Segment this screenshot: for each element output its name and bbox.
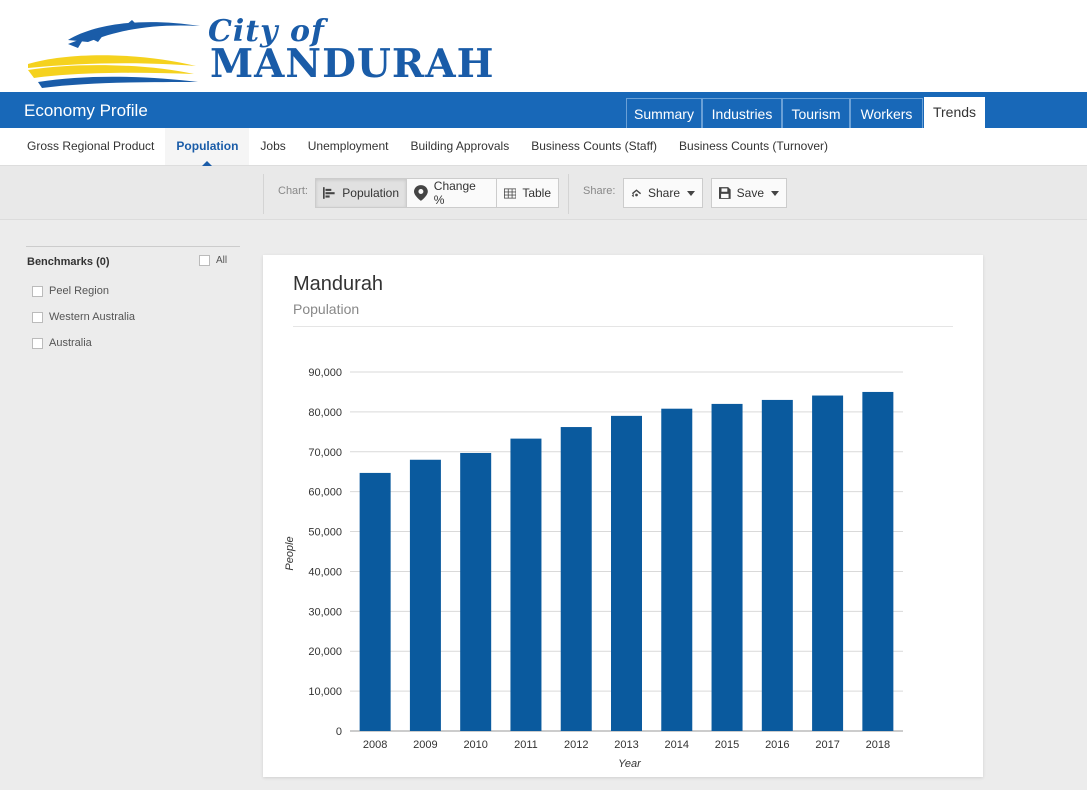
subnav-business-counts-staff[interactable]: Business Counts (Staff) [531, 139, 658, 153]
logo-city-text: City of [208, 14, 325, 49]
benchmarks-title: Benchmarks (0) [27, 256, 110, 268]
change-button-label: Change % [433, 179, 476, 207]
tab-trends[interactable]: Trends [924, 97, 985, 128]
bar-2012 [560, 427, 592, 731]
bar-chart-icon [323, 187, 335, 199]
y-tick-label: 10,000 [308, 686, 342, 698]
subnav-building-approvals[interactable]: Building Approvals [410, 139, 510, 153]
y-tick-label: 30,000 [308, 606, 342, 618]
chevron-down-icon [687, 190, 695, 196]
bar-2015 [711, 403, 743, 731]
x-tick-label: 2009 [413, 739, 437, 751]
all-label: All [216, 255, 228, 266]
share-icon [631, 189, 642, 198]
y-axis-label: People [284, 536, 296, 570]
bar-2011 [510, 438, 542, 731]
table-button[interactable]: Table [496, 178, 559, 208]
bar-2008 [359, 472, 391, 731]
chart-label: Chart: [278, 185, 308, 197]
share-button-label: Share [647, 186, 680, 200]
bar-2010 [460, 452, 492, 731]
bar-2009 [409, 459, 441, 731]
x-tick-label: 2015 [715, 739, 739, 751]
benchmark-label: Peel Region [49, 285, 109, 297]
logo-header: City of MANDURAH [0, 0, 1087, 92]
bar-2018 [862, 391, 894, 731]
x-tick-label: 2014 [665, 739, 689, 751]
y-tick-label: 40,000 [308, 566, 342, 578]
chart-title: Mandurah [293, 273, 384, 295]
x-tick-label: 2013 [614, 739, 638, 751]
bar-2017 [812, 395, 844, 731]
tab-industries[interactable]: Industries [702, 98, 782, 128]
bar-2016 [761, 399, 793, 731]
x-axis-label: Year [618, 758, 642, 770]
table-button-label: Table [522, 186, 551, 200]
subnav-population[interactable]: Population [165, 128, 250, 166]
toolbar-divider [568, 174, 569, 214]
divider [293, 326, 953, 327]
benchmark-label: Australia [49, 337, 92, 349]
checkbox[interactable] [199, 255, 210, 266]
map-marker-icon [414, 185, 428, 201]
tab-workers[interactable]: Workers [850, 98, 923, 128]
benchmark-label: Western Australia [49, 311, 136, 323]
tab-tourism[interactable]: Tourism [782, 98, 850, 128]
bar-2013 [611, 415, 642, 731]
share-label: Share: [583, 185, 616, 197]
mandurah-logo-icon [28, 20, 200, 88]
y-tick-label: 60,000 [308, 487, 342, 499]
x-tick-label: 2011 [514, 739, 538, 751]
toolbar-divider [263, 174, 264, 214]
save-button-label: Save [736, 186, 764, 200]
x-tick-label: 2017 [815, 739, 839, 751]
benchmark-western-australia[interactable]: Western Australia [32, 311, 135, 323]
benchmark-peel-region[interactable]: Peel Region [32, 285, 109, 297]
divider [26, 246, 240, 247]
x-tick-label: 2008 [363, 739, 387, 751]
chart-toolbar: Chart: Population Change % Table Share: [0, 166, 1087, 220]
tab-summary[interactable]: Summary [626, 98, 702, 128]
checkbox[interactable] [32, 285, 43, 297]
sub-nav: Gross Regional Product Population Jobs U… [0, 128, 1087, 166]
x-tick-label: 2010 [463, 739, 487, 751]
app-title: Economy Profile [24, 101, 148, 120]
checkbox[interactable] [32, 311, 43, 323]
y-tick-label: 20,000 [308, 646, 342, 658]
population-bar-chart: 0 10,000 20,000 30,000 40,000 50,000 60,000 70,… [284, 367, 903, 770]
population-chart-button[interactable]: Population [315, 178, 407, 208]
chevron-down-icon [771, 190, 779, 196]
benchmark-australia[interactable]: Australia [32, 337, 92, 349]
table-icon [504, 187, 517, 199]
change-percent-button[interactable]: Change % [406, 178, 497, 208]
chart-card: Mandurah Population 0 10,000 20,000 30,000 4… [263, 255, 983, 777]
bar-2014 [661, 408, 693, 731]
save-button[interactable]: Save [711, 178, 787, 208]
y-tick-label: 50,000 [308, 527, 342, 539]
save-icon [719, 187, 731, 199]
checkbox[interactable] [32, 337, 43, 349]
subnav-unemployment[interactable]: Unemployment [307, 139, 389, 153]
x-tick-label: 2018 [866, 739, 890, 751]
y-tick-label: 90,000 [308, 367, 342, 379]
logo-name-text: MANDURAH [210, 41, 495, 87]
x-tick-label: 2012 [564, 739, 588, 751]
y-tick-label: 80,000 [308, 407, 342, 419]
x-tick-label: 2016 [765, 739, 789, 751]
chart-subtitle: Population [293, 301, 360, 317]
population-button-label: Population [342, 186, 399, 200]
subnav-jobs[interactable]: Jobs [260, 139, 286, 153]
benchmark-all-checkbox[interactable]: All [199, 255, 227, 266]
y-tick-label: 70,000 [308, 447, 342, 459]
subnav-gross-regional-product[interactable]: Gross Regional Product [27, 139, 155, 153]
share-button[interactable]: Share [623, 178, 703, 208]
y-tick-label: 0 [336, 726, 342, 738]
subnav-business-counts-turnover[interactable]: Business Counts (Turnover) [679, 139, 828, 153]
